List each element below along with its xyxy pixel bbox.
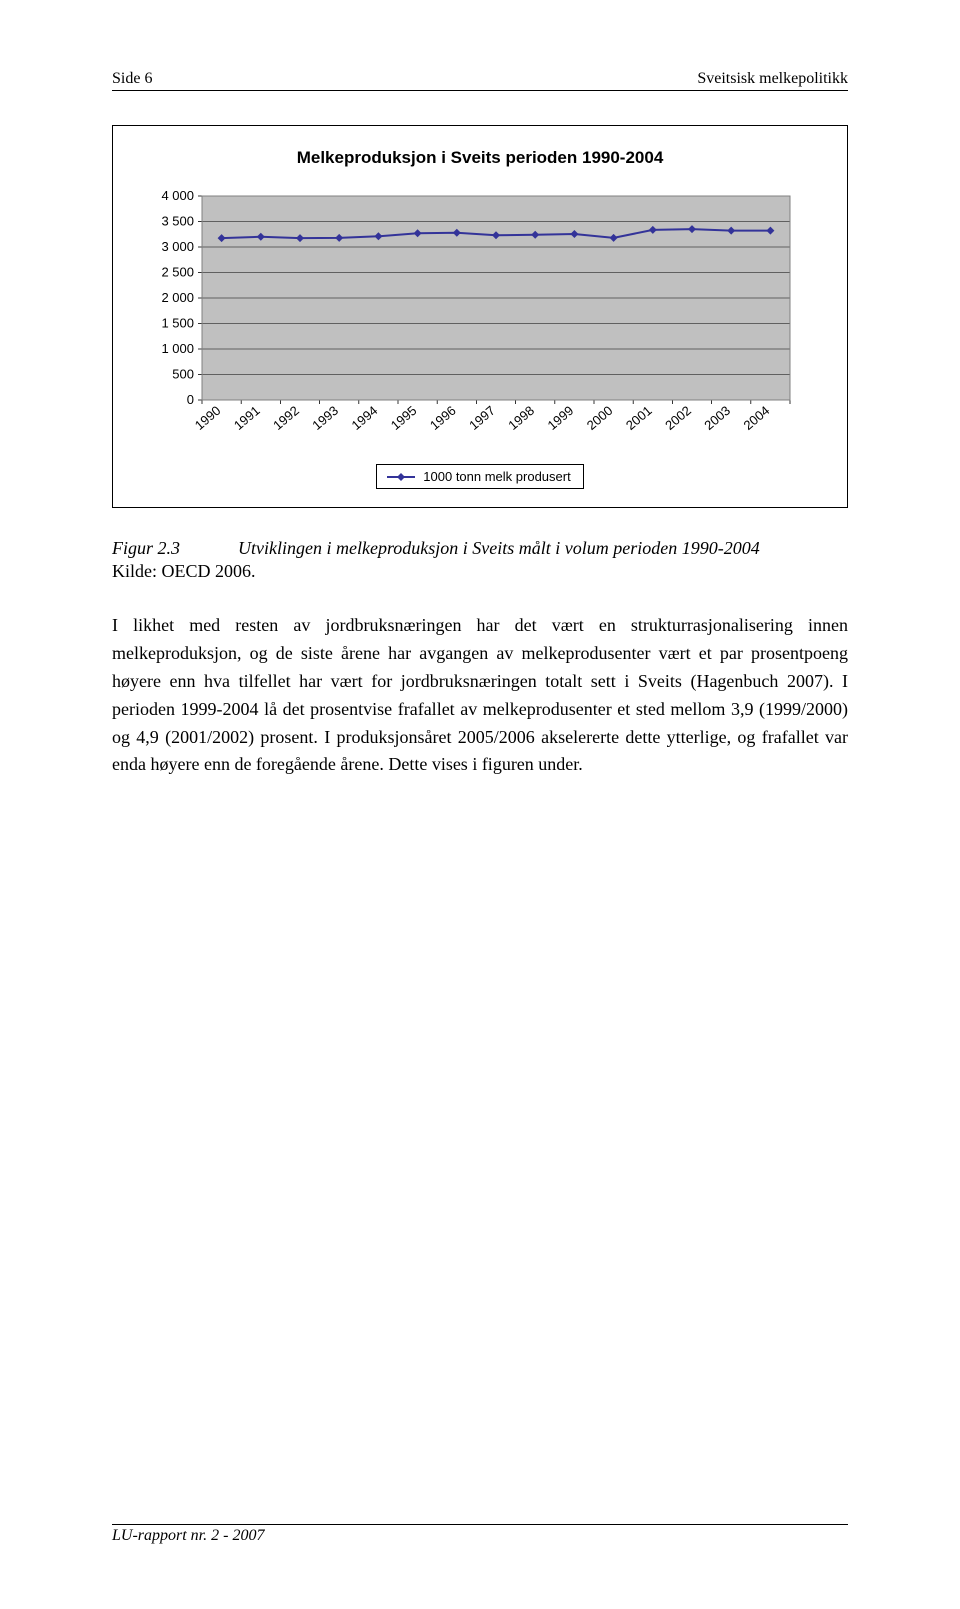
svg-text:1990: 1990 — [192, 403, 224, 433]
svg-text:1 500: 1 500 — [161, 316, 194, 331]
legend-label: 1000 tonn melk produsert — [423, 469, 570, 484]
page-header: Side 6 Sveitsisk melkepolitikk — [112, 70, 848, 91]
figure-number: Figur 2.3 — [112, 538, 180, 559]
svg-text:1997: 1997 — [466, 403, 498, 433]
svg-text:2000: 2000 — [584, 403, 616, 433]
chart-title: Melkeproduksjon i Sveits perioden 1990-2… — [127, 148, 833, 168]
chart-legend: 1000 tonn melk produsert — [376, 464, 583, 489]
svg-text:4 000: 4 000 — [161, 190, 194, 203]
svg-text:2001: 2001 — [623, 403, 655, 433]
svg-text:1993: 1993 — [309, 403, 341, 433]
svg-text:2 500: 2 500 — [161, 265, 194, 280]
svg-text:2004: 2004 — [741, 403, 773, 433]
svg-text:1995: 1995 — [388, 403, 420, 433]
footer-text: LU-rapport nr. 2 - 2007 — [112, 1527, 264, 1544]
page-footer: LU-rapport nr. 2 - 2007 — [112, 1524, 848, 1545]
svg-text:1999: 1999 — [545, 403, 577, 433]
svg-text:2 000: 2 000 — [161, 290, 194, 305]
svg-text:500: 500 — [172, 367, 194, 382]
svg-text:1996: 1996 — [427, 403, 459, 433]
svg-text:1 000: 1 000 — [161, 341, 194, 356]
figure-text: Utviklingen i melkeproduksjon i Sveits m… — [238, 538, 760, 559]
legend-marker-icon — [387, 471, 415, 483]
svg-text:3 000: 3 000 — [161, 239, 194, 254]
chart-container: Melkeproduksjon i Sveits perioden 1990-2… — [112, 125, 848, 508]
line-chart: 0 500 1 000 1 500 2 000 2 500 3 000 3 500 4 000 1… — [127, 190, 833, 450]
svg-text:1998: 1998 — [505, 403, 537, 433]
svg-text:2002: 2002 — [662, 403, 694, 433]
svg-text:1991: 1991 — [231, 403, 263, 433]
svg-text:1994: 1994 — [349, 403, 381, 433]
header-left: Side 6 — [112, 70, 152, 88]
figure-caption: Figur 2.3 Utviklingen i melkeproduksjon … — [112, 538, 848, 559]
svg-text:2003: 2003 — [701, 403, 733, 433]
header-right: Sveitsisk melkepolitikk — [697, 70, 848, 88]
body-paragraph: I likhet med resten av jordbruksnæringen… — [112, 612, 848, 779]
svg-text:0: 0 — [187, 392, 194, 407]
svg-text:1992: 1992 — [270, 403, 302, 433]
figure-source: Kilde: OECD 2006. — [112, 561, 848, 582]
svg-text:3 500: 3 500 — [161, 214, 194, 229]
